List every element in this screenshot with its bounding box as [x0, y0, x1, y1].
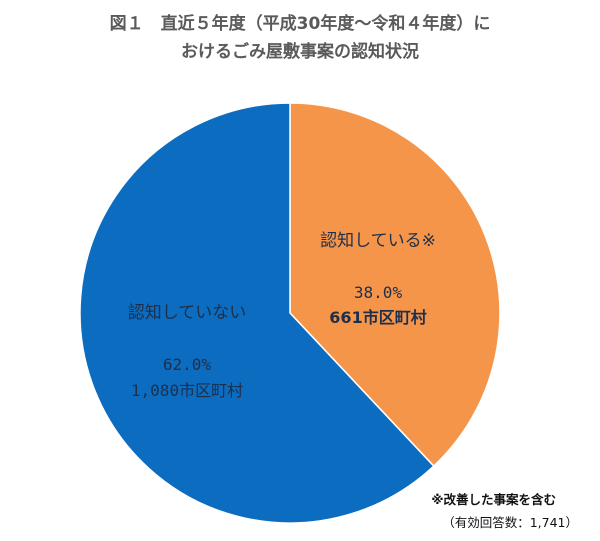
- chart-title-line-1: 図１ 直近５年度（平成30年度〜令和４年度）に: [109, 14, 491, 34]
- pie-slice-aware: [289, 102, 501, 468]
- pie-slice-not-aware: [79, 102, 435, 524]
- slice-count-aware: 661市区町村: [329, 308, 426, 327]
- chart-title: 図１ 直近５年度（平成30年度〜令和４年度）に おけるごみ屋敷事案の認知状況: [0, 10, 600, 66]
- slice-count-not-aware: 1,080市区町村: [131, 381, 243, 400]
- chart-title-line-2: おけるごみ屋敷事案の認知状況: [181, 42, 419, 62]
- slice-label-aware: 認知している※: [320, 231, 436, 251]
- slice-label-not-aware: 認知していない: [128, 303, 247, 323]
- footnote: ※改善した事案を含む: [431, 492, 556, 507]
- respondent-count: （有効回答数：1,741）: [442, 515, 578, 530]
- slice-percent-aware: 38.0%: [354, 283, 403, 302]
- slice-percent-not-aware: 62.0%: [163, 355, 212, 374]
